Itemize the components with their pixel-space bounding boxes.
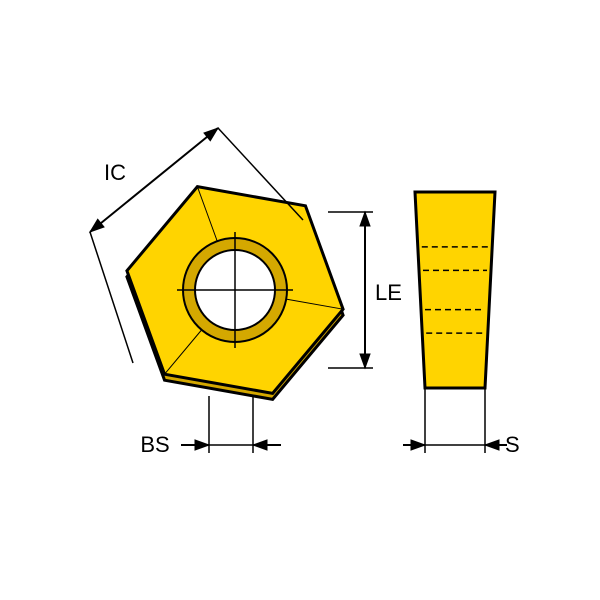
label-le: LE [375, 280, 402, 305]
label-bs: BS [140, 432, 169, 457]
arrow-head [411, 440, 425, 450]
label-ic: IC [104, 160, 126, 185]
side-profile [415, 192, 495, 388]
arrow-head [253, 440, 267, 450]
technical-drawing: IC LE BS S [0, 0, 600, 600]
arrow-head [360, 212, 370, 226]
arrow-head [360, 354, 370, 368]
label-s: S [505, 432, 520, 457]
ext-line [90, 232, 133, 363]
arrow-head [485, 440, 499, 450]
arrow-head [195, 440, 209, 450]
